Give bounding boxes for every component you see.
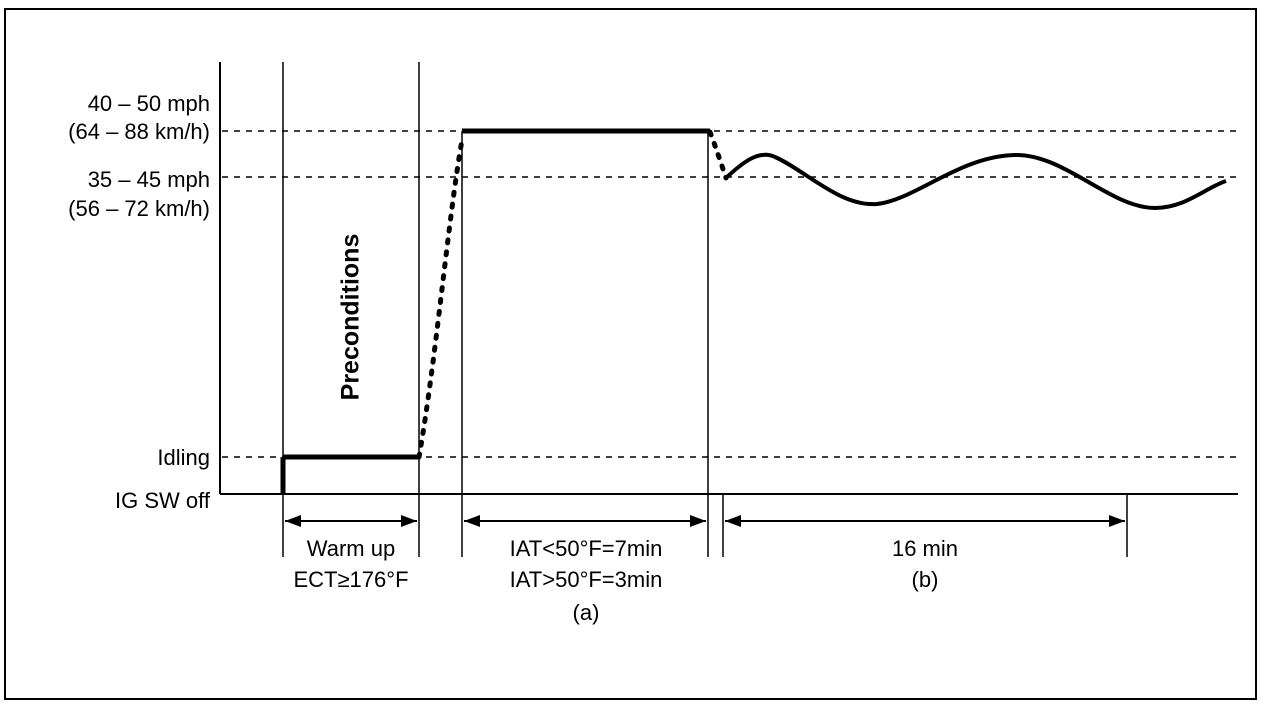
deceleration-dotted (707, 129, 729, 181)
preconditions-label: Preconditions (336, 233, 365, 401)
cruise-wave (724, 152, 1227, 211)
acceleration-dotted (416, 137, 465, 460)
phase-b-tag: (b) (911, 567, 939, 592)
y-label-35-45mph: 35 – 45 mph (87, 167, 210, 192)
diagram-frame (4, 8, 1257, 700)
phase-a-line1: IAT<50°F=7min (509, 536, 663, 561)
arrow-warmup (285, 515, 417, 527)
y-label-64-88kmh: (64 – 88 km/h) (68, 119, 210, 144)
phase-a-line2: IAT>50°F=3min (509, 567, 663, 592)
warmup-condition: ECT≥176°F (293, 567, 409, 592)
y-label-56-72kmh: (56 – 72 km/h) (68, 196, 210, 221)
warmup-label: Warm up (306, 536, 396, 561)
phase-a-tag: (a) (572, 600, 600, 625)
phase-b-duration: 16 min (891, 536, 959, 561)
arrow-b (725, 515, 1125, 527)
y-label-40-50mph: 40 – 50 mph (87, 91, 210, 116)
arrow-a (464, 515, 706, 527)
y-label-idling: Idling (157, 445, 210, 470)
y-label-ig-sw-off: IG SW off (115, 488, 210, 513)
